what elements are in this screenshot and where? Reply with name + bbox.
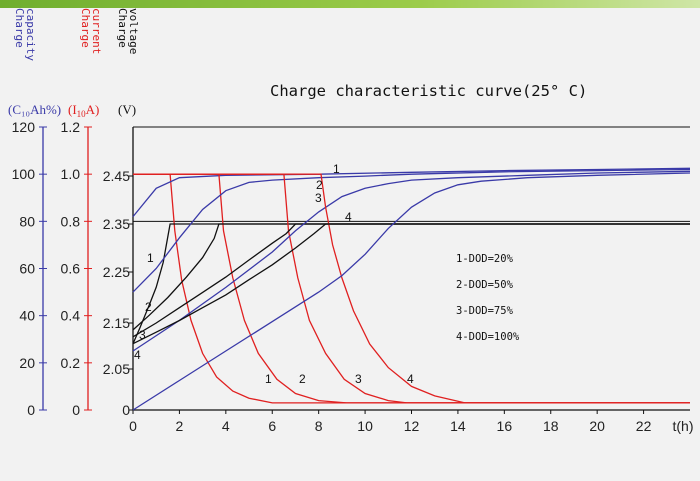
voltage-curve-label-3: 3 [139, 328, 146, 342]
legend-entry-2: 2-DOD=50% [456, 279, 514, 291]
x-tick-label: 20 [589, 418, 605, 434]
current-curve-1 [133, 173, 690, 404]
capacity-axis-name-line: Charge [13, 8, 26, 48]
current-tick-label: 1.0 [61, 166, 81, 182]
chart-title: Charge characteristic curve(25° C) [270, 82, 587, 100]
voltage-curve-4 [132, 223, 690, 345]
voltage-curve-label-4: 4 [134, 348, 141, 362]
x-tick-label: 14 [450, 418, 466, 434]
voltage-axis-name-line: Charge [116, 8, 129, 48]
voltage-curve-3 [132, 223, 690, 338]
voltage-curve-label-2: 2 [145, 300, 152, 314]
current-curve-2 [133, 173, 690, 404]
x-tick-label: 6 [268, 418, 276, 434]
capacity-axis-unit: (C₁₀Ah%) [8, 102, 61, 117]
voltage-tick-label: 2.15 [103, 315, 130, 331]
current-curve-label-1: 1 [265, 372, 272, 386]
current-tick-label: 0 [72, 402, 80, 418]
capacity-tick-label: 60 [19, 261, 35, 277]
capacity-tick-label: 120 [12, 119, 36, 135]
current-curve-label-3: 3 [355, 372, 362, 386]
legend-entry-4: 4-DOD=100% [456, 331, 520, 343]
x-tick-label: 12 [404, 418, 420, 434]
capacity-curve-3 [132, 170, 691, 352]
capacity-curve-label-2: 2 [316, 178, 323, 192]
current-curve-label-2: 2 [299, 372, 306, 386]
x-axis-label: t(h) [673, 418, 694, 434]
voltage-curve-label-1: 1 [147, 251, 154, 265]
current-axis-unit: (I10A) [68, 102, 99, 119]
voltage-curve-1 [132, 223, 690, 344]
capacity-tick-label: 80 [19, 213, 35, 229]
x-tick-label: 2 [176, 418, 184, 434]
capacity-tick-label: 40 [19, 308, 35, 324]
x-tick-label: 4 [222, 418, 230, 434]
current-axis-name-line: current [90, 8, 103, 54]
x-tick-label: 10 [357, 418, 373, 434]
current-curve-label-4: 4 [407, 372, 414, 386]
capacity-curve-label-3: 3 [315, 191, 322, 205]
x-tick-label: 8 [315, 418, 323, 434]
voltage-tick-label: 2.25 [103, 264, 130, 280]
x-tick-label: 18 [543, 418, 559, 434]
legend-entry-3: 3-DOD=75% [456, 305, 514, 317]
voltage-tick-label: 2.45 [103, 168, 130, 184]
brand-accent-bar [0, 0, 700, 8]
x-tick-label: 0 [129, 418, 137, 434]
current-tick-label: 0.4 [61, 308, 81, 324]
current-curve-3 [133, 173, 690, 404]
voltage-tick-label: 2.05 [103, 361, 130, 377]
voltage-axis-name-line: voltage [127, 8, 140, 54]
x-tick-label: 16 [497, 418, 513, 434]
capacity-curve-4 [132, 172, 691, 411]
voltage-curve-2 [132, 223, 690, 331]
current-tick-label: 0.6 [61, 261, 81, 277]
voltage-tick-label: 0 [122, 402, 130, 418]
x-tick-label: 22 [636, 418, 652, 434]
current-tick-label: 1.2 [61, 119, 81, 135]
current-tick-label: 0.8 [61, 213, 81, 229]
voltage-axis-unit: (V) [118, 102, 136, 117]
capacity-curve-label-4: 4 [345, 210, 352, 224]
legend-entry-1: 1-DOD=20% [456, 253, 514, 265]
capacity-tick-label: 20 [19, 355, 35, 371]
current-curve-4 [133, 173, 690, 404]
capacity-curve-label-1: 1 [333, 162, 340, 176]
capacity-axis-name-line: capacity [24, 8, 37, 61]
capacity-curve-2 [132, 168, 691, 293]
capacity-tick-label: 100 [12, 166, 36, 182]
capacity-tick-label: 0 [27, 402, 35, 418]
current-axis-name-line: Charge [79, 8, 92, 48]
voltage-tick-label: 2.35 [103, 216, 130, 232]
current-tick-label: 0.2 [61, 355, 81, 371]
